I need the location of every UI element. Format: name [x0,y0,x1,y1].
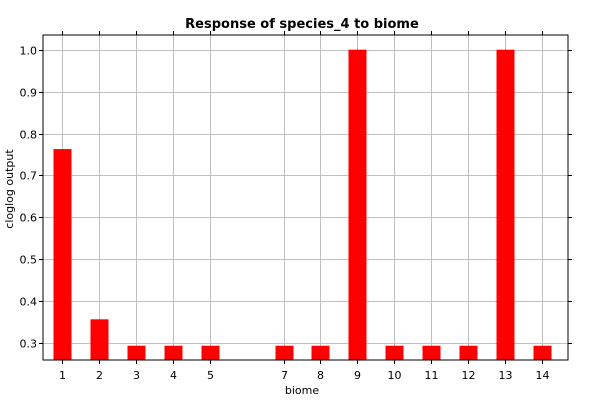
y-tick-label: 0.9 [20,87,38,100]
y-tick-label: 0.4 [20,296,38,309]
bar [164,345,183,360]
y-tick-label: 1.0 [20,45,38,58]
bar [348,49,367,360]
x-tick-label: 8 [317,369,324,382]
x-tick-label: 10 [388,369,402,382]
y-axis-ticks: 0.3 0.4 0.5 0.6 0.7 0.8 0.9 1.0 [20,45,572,351]
y-tick-label: 0.5 [20,254,38,267]
bar [127,345,146,360]
x-tick-label: 2 [96,369,103,382]
x-tick-label: 14 [536,369,550,382]
y-axis-label: cloglog output [3,149,16,229]
bar [459,345,478,360]
x-tick-label: 12 [462,369,476,382]
bar [90,319,109,360]
plot-frame [42,34,569,361]
x-tick-label: 4 [170,369,177,382]
bar [275,345,294,360]
x-tick-label: 13 [499,369,513,382]
bar [53,149,72,360]
x-axis-label: biome [285,384,319,397]
bar [201,345,220,360]
x-tick-label: 5 [207,369,214,382]
x-axis-ticks: 1 2 3 4 5 7 8 9 10 11 12 13 14 [59,31,550,382]
bar [422,345,441,360]
x-tick-label: 3 [133,369,140,382]
chart-title: Response of species_4 to biome [185,17,419,32]
bars [53,49,552,360]
bar [533,345,552,360]
y-tick-label: 0.8 [20,129,38,142]
grid [43,35,568,360]
x-tick-label: 1 [59,369,66,382]
y-tick-label: 0.3 [20,338,38,351]
y-tick-label: 0.7 [20,170,38,183]
y-tick-label: 0.6 [20,212,38,225]
bar [496,49,515,360]
x-tick-label: 7 [281,369,288,382]
bar [385,345,404,360]
x-tick-label: 9 [354,369,361,382]
bar [311,345,330,360]
x-tick-label: 11 [425,369,439,382]
